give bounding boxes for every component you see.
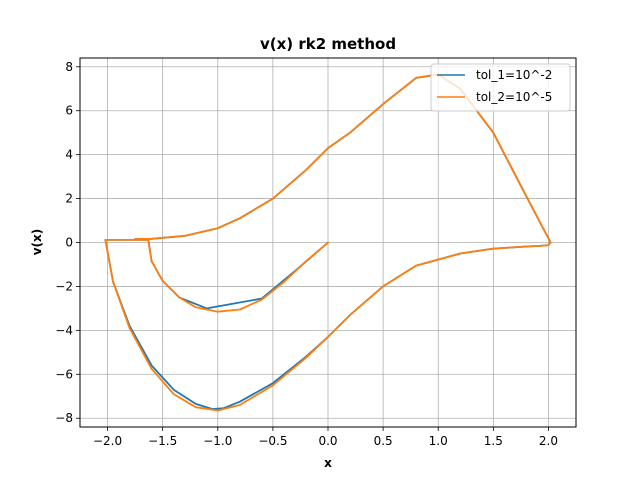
x-tick-label: 0.5 <box>374 434 393 448</box>
y-tick-label: 2 <box>65 192 73 206</box>
y-axis-label: v(x) <box>30 229 44 256</box>
y-tick-label: −4 <box>55 323 73 337</box>
x-tick-label: −2.0 <box>93 434 122 448</box>
x-tick-label: −1.0 <box>203 434 232 448</box>
legend-label-tol-2: tol_2=10^-5 <box>476 90 552 104</box>
x-tick-label: 1.0 <box>429 434 448 448</box>
y-tick-label: 8 <box>65 60 73 74</box>
y-tick-label: 6 <box>65 104 73 118</box>
series-layer <box>104 73 552 412</box>
x-tick-label: 2.0 <box>539 434 558 448</box>
x-tick-label: 0.0 <box>318 434 337 448</box>
y-tick-label: 0 <box>65 236 73 250</box>
x-tick-label: 1.5 <box>484 434 503 448</box>
series-line-2 <box>104 73 552 412</box>
legend-box <box>430 63 571 112</box>
y-tick-label: 4 <box>65 148 73 162</box>
x-tick-label: −0.5 <box>258 434 287 448</box>
x-axis-label: x <box>324 456 332 470</box>
y-tick-label: −6 <box>55 367 73 381</box>
x-axis-ticks: −2.0 −1.5 −1.0 −0.5 0.0 0.5 1.0 1.5 2.0 <box>93 427 558 448</box>
legend-label-tol-1: tol_1=10^-2 <box>476 68 552 82</box>
y-tick-label: −2 <box>55 279 73 293</box>
y-axis-ticks: −8 −6 −4 −2 0 2 4 6 8 <box>55 60 80 425</box>
chart-title: v(x) rk2 method <box>260 35 396 53</box>
y-tick-label: −8 <box>55 411 73 425</box>
x-tick-label: −1.5 <box>148 434 177 448</box>
legend: tol_1=10^-2 tol_2=10^-5 <box>430 63 571 112</box>
